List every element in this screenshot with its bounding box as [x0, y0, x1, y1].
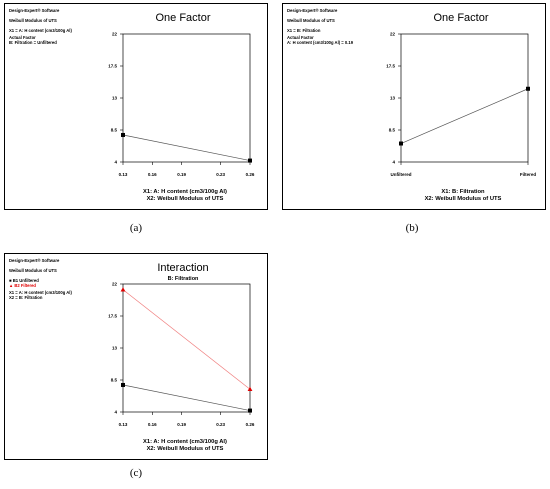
x-axis-label-line1: X1: A: H content (cm3/100g Al) [143, 439, 227, 445]
software-label: Design-Expert® Software [9, 8, 60, 13]
y-tick-label: 22 [112, 32, 118, 37]
response-label: Weibull Modulus of UTS [9, 268, 57, 273]
y-tick-label: 4 [392, 160, 395, 165]
response-label: Weibull Modulus of UTS [9, 18, 57, 23]
triangle-marker-icon: ▲ [9, 283, 14, 288]
actual-factor-heading: Actual Factor [287, 35, 314, 40]
plot-frame [122, 283, 251, 413]
data-point-square [399, 141, 403, 146]
x-axis-label: X1: B: Filtration X2: Weibull Modulus of… [393, 189, 533, 203]
data-point-square [248, 408, 252, 413]
x-axis-label-line2: X2: Weibull Modulus of UTS [146, 196, 224, 202]
x-axis-label: X1: A: H content (cm3/100g Al) X2: Weibu… [115, 439, 255, 453]
chart-plot-c: 4 8.5 13 17.5 22 0.13 0.16 0.19 0.23 0.26 [108, 282, 255, 427]
data-point-triangle [247, 386, 253, 392]
caption-a: (a) [129, 222, 143, 234]
series-line [122, 134, 251, 161]
chart-title: One Factor [155, 12, 211, 24]
x-tick-label: 0.26 [246, 172, 255, 177]
software-label: Design-Expert® Software [9, 258, 60, 263]
chart-plot-b: 4 8.5 13 17.5 22 Unfiltered Filtered [386, 32, 537, 177]
x-tick-label: 0.13 [119, 422, 128, 427]
y-tick-label: 17.5 [386, 64, 395, 69]
actual-factor-value: B: Filtration = Unfiltered [9, 40, 57, 45]
x-tick-label: 0.16 [148, 172, 157, 177]
actual-factor-value: A: H content (cm3/100g Al) = 0.19 [287, 40, 354, 45]
data-point-square [526, 86, 530, 91]
y-tick-label: 17.5 [108, 64, 117, 69]
legend-label-b2: B2 Filtered [14, 283, 36, 288]
y-tick-label: 4 [114, 410, 117, 415]
data-point-square [121, 382, 125, 387]
chart-subtitle: B: Filtration [167, 276, 199, 282]
series-line-2 [122, 289, 251, 390]
x1-definition: X1 = A: H content (cm3/100g Al) [9, 290, 72, 295]
software-label: Design-Expert® Software [287, 8, 338, 13]
x-axis-label-line1: X1: B: Filtration [441, 189, 485, 195]
y-tick-label: 13 [390, 96, 396, 101]
y-tick-label: 13 [112, 346, 118, 351]
x-tick-label: 0.23 [216, 422, 225, 427]
data-point-square [121, 132, 125, 137]
y-tick-label: 22 [390, 32, 396, 37]
x-tick-label: 0.13 [119, 172, 128, 177]
y-tick-label: 8.5 [389, 128, 396, 133]
x-tick-label: Unfiltered [390, 172, 411, 177]
x-tick-label: 0.16 [148, 422, 157, 427]
y-tick-label: 8.5 [111, 378, 118, 383]
x1-definition: X1 = A: H content (cm3/100g Al) [9, 28, 72, 33]
chart-title: Interaction [157, 262, 209, 274]
panel-metadata: Design-Expert® Software Weibull Modulus … [9, 8, 119, 45]
series-line-1 [122, 384, 251, 411]
chart-panel-a: Design-Expert® Software Weibull Modulus … [4, 3, 268, 210]
x-axis-label-line2: X2: Weibull Modulus of UTS [424, 196, 502, 202]
actual-factor-heading: Actual Factor [9, 35, 36, 40]
series-line [400, 88, 529, 144]
legend-label-b1: B1 Unfiltered [12, 278, 39, 283]
plot-frame [400, 33, 529, 163]
x-axis-label-line2: X2: Weibull Modulus of UTS [146, 446, 224, 452]
plot-frame [122, 33, 251, 163]
y-tick-label: 17.5 [108, 314, 117, 319]
panel-metadata: Design-Expert® Software Weibull Modulus … [9, 258, 119, 300]
y-tick-label: 4 [114, 160, 117, 165]
chart-panel-c: Design-Expert® Software Weibull Modulus … [4, 253, 268, 460]
x-axis-label: X1: A: H content (cm3/100g Al) X2: Weibu… [115, 189, 255, 203]
chart-plot-a: 4 8.5 13 17.5 22 0.13 0.16 0.19 0.23 0.26 [108, 32, 255, 177]
legend-item-b2: ▲ B2 Filtered [9, 283, 119, 288]
x-tick-label: 0.23 [216, 172, 225, 177]
x-axis-label-line1: X1: A: H content (cm3/100g Al) [143, 189, 227, 195]
panel-metadata: Design-Expert® Software Weibull Modulus … [287, 8, 397, 45]
x2-definition: X2 = B: Filtration [9, 295, 43, 300]
y-tick-label: 8.5 [111, 128, 118, 133]
chart-panel-b: Design-Expert® Software Weibull Modulus … [282, 3, 546, 210]
x-tick-label: Filtered [520, 172, 537, 177]
legend-item-b1: ■ B1 Unfiltered [9, 278, 119, 283]
chart-title: One Factor [433, 12, 489, 24]
response-label: Weibull Modulus of UTS [287, 18, 335, 23]
y-tick-label: 22 [112, 282, 118, 287]
x-tick-label: 0.19 [177, 422, 186, 427]
x-tick-label: 0.26 [246, 422, 255, 427]
caption-c: (c) [129, 467, 143, 479]
data-point-square [248, 158, 252, 163]
data-point-triangle [120, 287, 126, 292]
x-tick-label: 0.19 [177, 172, 186, 177]
x1-definition: X1 = B: Filtration [287, 28, 321, 33]
square-marker-icon: ■ [9, 278, 12, 283]
caption-b: (b) [405, 222, 419, 234]
y-tick-label: 13 [112, 96, 118, 101]
